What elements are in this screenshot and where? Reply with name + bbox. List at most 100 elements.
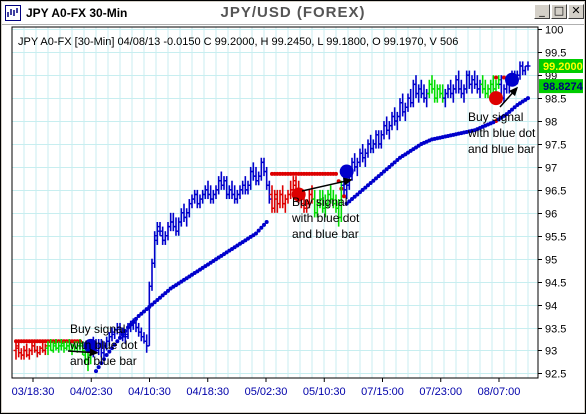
price-bar [197,194,203,209]
price-bar [42,343,48,356]
stop-dot [350,197,354,202]
stop-dot [507,109,512,114]
stop-dot [427,138,432,143]
y-tick-label: 94 [545,301,557,313]
stop-dot [288,171,293,176]
price-bar [525,61,531,71]
y-tick-label: 98 [545,117,557,129]
minimize-button[interactable]: _ [534,4,550,19]
annotation-line: Buy signal [292,195,347,209]
price-bar [381,121,387,140]
y-tick-label: 95.5 [545,232,566,244]
stop-dot [331,171,336,176]
stop-dot [152,300,157,305]
buy-signal-dot [505,72,519,87]
price-bar [421,84,427,103]
price-bar [360,144,366,163]
stop-dot [392,160,397,165]
price-bar [397,98,403,122]
stop-dot [438,135,442,140]
y-tick-label: 98.5 [545,94,566,106]
stop-dot [416,143,421,148]
stop-dot [208,260,213,265]
stop-dot [358,190,362,195]
title-bar[interactable]: JPY A0-FX 30-Min JPY/USD (FOREX) _ □ ✕ [2,2,584,25]
stop-dot [163,291,168,296]
buy-signal-dot [83,338,98,353]
stop-dot [320,171,325,176]
price-labels: 99.2000 98.8274 [539,59,584,94]
price-bar [426,79,432,99]
price-bar [264,166,270,190]
stop-dot [187,274,192,279]
price-bar [138,327,144,342]
x-tick-label: 07/23:00 [419,386,462,398]
y-tick-label: 100 [545,25,563,37]
price-bar [354,157,360,177]
maximize-button[interactable]: □ [551,4,567,19]
y-tick-label: 99.5 [545,48,566,60]
price-bar [18,348,24,360]
stop-dot [262,222,266,227]
price-bar [386,121,392,140]
close-button[interactable]: ✕ [568,4,584,19]
stop-dot [230,246,234,251]
price-bar [482,79,488,99]
y-tick-label: 96 [545,209,557,221]
price-bar [258,157,264,181]
stop-dot [22,339,26,344]
price-bar [429,75,435,94]
price-bar [237,185,243,200]
stop-dot [368,181,373,185]
arrow-head [89,348,99,357]
stop-dot [366,183,370,188]
x-tick-label: 04/18:30 [186,386,229,398]
stop-dot [384,167,389,172]
stop-dot [115,339,120,344]
chart-icon [5,5,21,21]
price-bar [213,185,219,200]
stop-dot [96,365,101,370]
x-tick-label: 03/18:30 [12,386,55,398]
price-bar [240,180,246,195]
stop-dot [264,220,269,224]
stop-dot [240,240,245,245]
stop-dot [112,342,117,347]
price-bar [261,157,267,177]
stop-dot [470,128,474,133]
price-bar [181,203,187,222]
stop-dot [299,171,304,176]
stop-dot [480,124,485,129]
price-bar [21,345,27,360]
price-bar [285,189,291,204]
stop-dot [166,288,170,293]
buy-signal-annotation: Buy signal with blue dot and blue bar [467,86,536,156]
price-bar [522,65,528,76]
price-bar [448,79,454,99]
arrow-head [509,86,518,97]
stop-dot [382,169,386,174]
x-tick-label: 04/02:30 [70,386,113,398]
chart-area: JPY A0-FX [30-Min] 04/08/13 -0.0150 C 99… [2,25,584,412]
price-bar [378,130,384,149]
stop-dot [110,346,114,351]
x-tick-label: 05/10:30 [303,386,346,398]
price-bar [461,84,467,103]
price-bar [450,84,456,103]
x-tick-label: 04/10:30 [128,386,171,398]
price-bar [277,189,283,209]
price-bar [186,199,192,218]
price-bar [229,180,235,200]
x-tick-label: 07/15:00 [361,386,404,398]
price-bar [376,130,382,149]
stop-dot [379,171,384,176]
stop-dot [104,353,109,358]
stop-dot [491,120,496,125]
price-bar [170,212,176,232]
price-bar [266,180,272,204]
annotation-line: and blue bar [292,227,359,241]
info-line: JPY A0-FX [30-Min] 04/08/13 -0.0150 C 99… [18,36,458,48]
stop-dot [155,298,160,302]
stop-dot [259,225,264,230]
